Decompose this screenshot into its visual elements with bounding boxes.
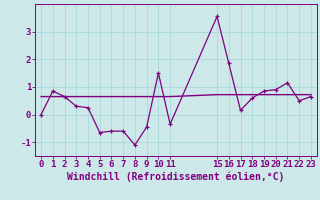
X-axis label: Windchill (Refroidissement éolien,°C): Windchill (Refroidissement éolien,°C) (67, 172, 285, 182)
